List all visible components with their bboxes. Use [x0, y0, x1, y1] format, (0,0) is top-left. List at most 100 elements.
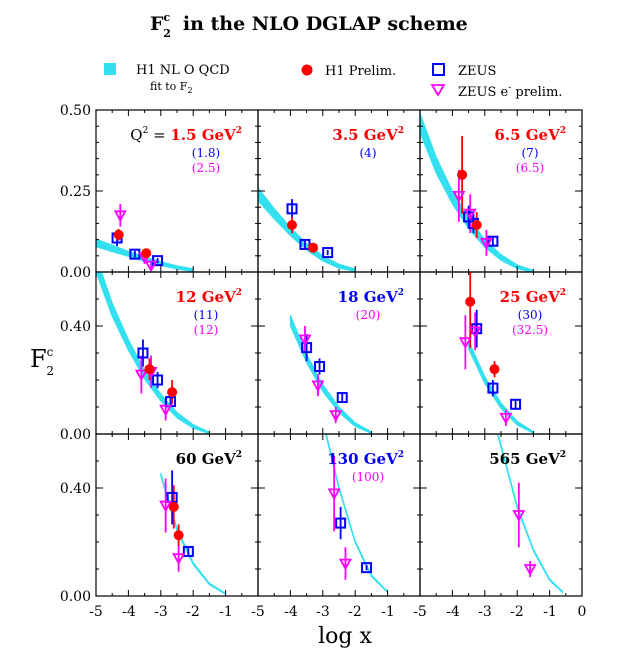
zeuse-point [159, 404, 173, 417]
panel: 130 GeV2 (100) [257, 433, 421, 597]
panel-zeus-q2: (11) [194, 308, 219, 322]
panel-q2-label: 130 GeV2 [327, 450, 404, 468]
panel-content [289, 315, 372, 434]
x-tick-label: -1 [381, 604, 395, 620]
panel-content [258, 186, 356, 272]
legend-band-label: H1 NL O QCD [136, 63, 230, 78]
zeuse-point [463, 208, 477, 221]
y-tick-label: 0.00 [60, 589, 91, 605]
panel-content [159, 470, 227, 596]
q2-value-sup: 2 [560, 450, 566, 460]
zeus-point [335, 517, 347, 529]
zeuse-point [172, 553, 186, 566]
panel-zeuse-q2: (100) [352, 470, 384, 484]
h1-point [113, 229, 124, 240]
h1-point [471, 220, 482, 231]
h1-point [141, 248, 152, 259]
qcd-fit-band [420, 113, 534, 272]
legend-zeuse-text: ZEUS e [458, 85, 509, 100]
zeuse-point [327, 488, 341, 501]
h1-point [465, 296, 476, 307]
qcd-fit-band [160, 472, 227, 596]
x-tick-label: 0 [578, 604, 587, 620]
legend-band-label2-sub: 2 [187, 86, 192, 95]
q2-equals: = [148, 126, 170, 144]
q2-value: 18 GeV [338, 288, 398, 306]
title-rest: in the NLO DGLAP scheme [183, 13, 468, 35]
panel-zeuse-q2: (20) [356, 308, 381, 322]
panel-content [420, 113, 534, 272]
y-tick-label: 0.00 [60, 427, 91, 443]
panel: 565 GeV2 [419, 433, 583, 597]
panel-zeus-q2: (7) [522, 146, 539, 160]
zeuse-point [512, 510, 526, 522]
legend-band-swatch [104, 63, 116, 75]
zeuse-point [134, 369, 148, 382]
zeuse-point [458, 337, 472, 350]
legend: H1 NL O QCD fit to F2 H1 Prelim. ZEUS ZEUS e… [104, 63, 562, 100]
panel: 6.5 GeV2 (7)(6.5) [419, 109, 583, 273]
x-axis-label: log x [318, 624, 372, 649]
q2-value-sup: 2 [398, 450, 404, 460]
y-axis-label-main: F [30, 345, 47, 373]
h1-point [173, 530, 184, 541]
y-tick-label: 0.40 [60, 319, 91, 335]
zeuse-point [144, 260, 158, 272]
panel-zeuse-q2: (12) [194, 323, 219, 337]
panel-zeus-q2: (30) [518, 308, 543, 322]
panel: Q2 = 1.5 GeV2(1.8)(2.5) [95, 109, 259, 273]
panel: 60 GeV2 [95, 433, 259, 597]
panel-q2-label: Q2 = 1.5 GeV2 [130, 126, 242, 144]
zeus-point [510, 398, 522, 410]
panel-q2-label: 60 GeV2 [176, 450, 242, 468]
zeus-point [487, 235, 499, 247]
panel-zeuse-q2: (2.5) [192, 161, 220, 175]
h1-point [308, 242, 319, 253]
qcd-fit-band [497, 434, 564, 594]
x-tick-label: -1 [543, 604, 557, 620]
y-axis-label-sup: c [47, 345, 54, 359]
y-tick-label: 0.00 [60, 265, 91, 281]
q2-value: 60 GeV [176, 450, 236, 468]
x-tick-label: -2 [510, 604, 524, 620]
zeus-point [286, 203, 298, 215]
qcd-fit-band [96, 272, 210, 434]
q2-value: 6.5 GeV [494, 126, 560, 144]
x-tick-label: -4 [446, 604, 460, 620]
x-tick-label: -5 [251, 604, 265, 620]
panel-content [458, 272, 534, 434]
panel: 12 GeV2 (11)(12) [95, 271, 259, 435]
x-tick-label: -3 [316, 604, 330, 620]
zeus-point [487, 382, 499, 394]
q2-value-sup: 2 [398, 288, 404, 298]
legend-zeuse-marker [430, 84, 446, 97]
panel-zeuse-q2: (6.5) [516, 161, 544, 175]
q2-value: 25 GeV [500, 288, 560, 306]
panel-content [96, 272, 210, 434]
h1-point [489, 364, 500, 375]
zeuse-point [338, 558, 353, 571]
y-tick-label: 0.50 [60, 103, 91, 119]
zeus-point [137, 347, 149, 359]
panel-content [96, 203, 194, 272]
q2-prefix-sup: 2 [143, 126, 149, 136]
zeus-point [182, 545, 194, 557]
legend-band-label2-text: fit to F [150, 80, 188, 93]
x-tick-label: -5 [413, 604, 427, 620]
panel: 3.5 GeV2 (4) [257, 109, 421, 273]
title-sub: 2 [163, 27, 171, 40]
y-axis-label-sub: 2 [46, 364, 54, 378]
panel-zeuse-q2: (32.5) [512, 323, 548, 337]
h1-point [144, 364, 155, 375]
panel: 25 GeV2 (30)(32.5) [419, 271, 583, 435]
zeuse-point [499, 412, 513, 425]
q2-value: 12 GeV [176, 288, 236, 306]
q2-value-sup: 2 [560, 126, 566, 136]
chart-title: Fc 2 in the NLO DGLAP scheme [150, 11, 468, 40]
panel-frame [419, 433, 583, 597]
h1-point [168, 501, 179, 512]
panel-zeus-q2: (4) [360, 146, 377, 160]
zeuse-point [468, 326, 482, 339]
zeus-point [314, 361, 326, 372]
